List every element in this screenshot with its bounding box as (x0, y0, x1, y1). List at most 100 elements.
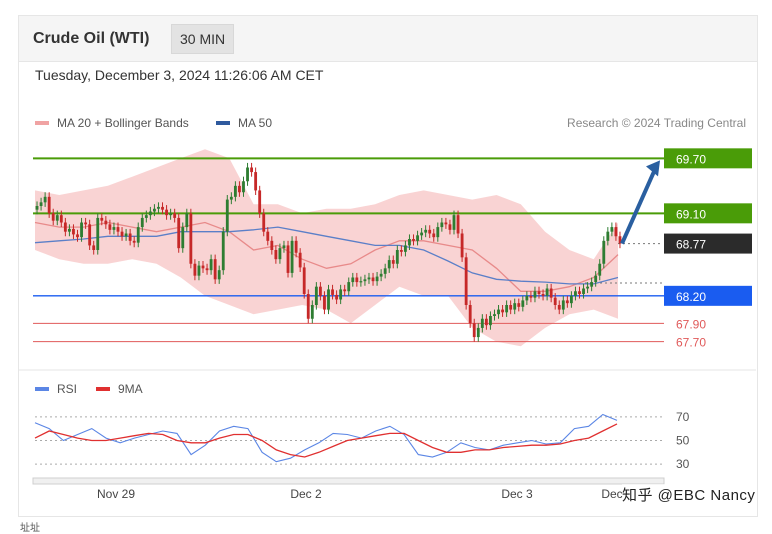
candle (436, 227, 440, 238)
candle (586, 286, 590, 289)
level-labels: 69.70 69.10 68.77 68.20 67.90 67.70 (18, 148, 756, 371)
candle (201, 265, 205, 269)
candle (189, 213, 193, 264)
candle (96, 217, 100, 250)
candle (100, 217, 104, 221)
rsi-tick-30: 30 (676, 457, 690, 471)
ma20-swatch (35, 121, 49, 125)
level-lines (33, 157, 664, 343)
candle (545, 288, 549, 296)
rsi-legend-label: RSI (57, 382, 78, 396)
candle (173, 213, 177, 218)
candle (582, 288, 585, 294)
level-badge-69.10 (664, 203, 752, 224)
candle (278, 248, 282, 260)
candle (420, 232, 424, 236)
bollinger-band-area (35, 149, 618, 347)
candle (181, 227, 185, 249)
candle (136, 227, 140, 243)
candle (314, 286, 318, 305)
candle (185, 213, 189, 228)
candle (553, 297, 557, 305)
forecast-arrow (620, 160, 660, 245)
candle (476, 327, 480, 338)
forecast-arrow-head (646, 160, 660, 177)
candle (124, 233, 128, 237)
candle (294, 240, 298, 253)
candle (424, 229, 428, 233)
interval-selector[interactable]: 30 MIN (171, 24, 235, 54)
candle (404, 245, 407, 252)
candle (416, 235, 419, 241)
candle (399, 250, 403, 252)
candle (169, 213, 173, 216)
candle (565, 300, 569, 304)
candle (318, 286, 322, 296)
candle (408, 239, 411, 246)
candle (55, 215, 59, 221)
legend-ma20: MA 20 + Bollinger Bands (35, 116, 189, 130)
candle (460, 233, 464, 258)
candle (225, 199, 229, 232)
candle (541, 294, 545, 296)
level-label-68.20: 68.20 (676, 290, 706, 304)
level-label-69.70: 69.70 (676, 152, 706, 166)
candle (363, 279, 367, 282)
candle (578, 291, 581, 294)
candle (448, 224, 452, 230)
level-label-68.77: 68.77 (676, 238, 706, 252)
candle (306, 294, 310, 319)
rsi-tick-70: 70 (676, 410, 690, 424)
rsi-9ma-line (34, 423, 618, 458)
bollinger-bands (35, 149, 618, 347)
candle (209, 259, 213, 271)
candle (484, 318, 488, 326)
candle (355, 277, 359, 283)
legend-rsi: RSI (35, 382, 77, 396)
candle (161, 206, 164, 210)
candle (72, 228, 75, 235)
candle (92, 245, 96, 250)
x-tick-label-0: Nov 29 (97, 487, 135, 501)
candle (521, 300, 525, 307)
legend-9ma: 9MA (96, 382, 143, 396)
ma50-swatch (216, 121, 230, 125)
candle (67, 228, 71, 232)
candle (217, 270, 221, 280)
candle (323, 295, 326, 310)
candle (43, 196, 47, 203)
candle (76, 234, 79, 238)
candle (274, 250, 278, 260)
candle (266, 231, 270, 241)
candle (310, 305, 314, 319)
candle (391, 260, 395, 264)
level-badge-69.70 (664, 148, 752, 169)
candle (456, 215, 460, 234)
candle (327, 289, 330, 310)
candle (148, 211, 152, 216)
candle (513, 303, 517, 310)
candle (120, 231, 124, 237)
candle (598, 263, 602, 276)
x-tick-label-3: Dec (601, 487, 622, 501)
ma20-legend-label: MA 20 + Bollinger Bands (57, 116, 189, 130)
candle (395, 250, 399, 264)
candle (606, 231, 610, 241)
candle (51, 213, 55, 221)
candle (47, 196, 51, 214)
ma20-line (34, 221, 619, 292)
candle (525, 295, 529, 301)
ma50-legend-label: MA 50 (238, 116, 273, 130)
candle (517, 303, 521, 307)
candle (88, 224, 92, 246)
candle (238, 185, 241, 193)
candle (157, 206, 160, 209)
time-scrollbar (32, 477, 665, 485)
candle (569, 295, 573, 304)
candle (165, 209, 168, 216)
candle (367, 277, 371, 280)
x-tick-label-1: Dec 2 (290, 487, 322, 501)
candle (452, 215, 456, 230)
rsi-panel: 70 50 30 (34, 410, 690, 471)
